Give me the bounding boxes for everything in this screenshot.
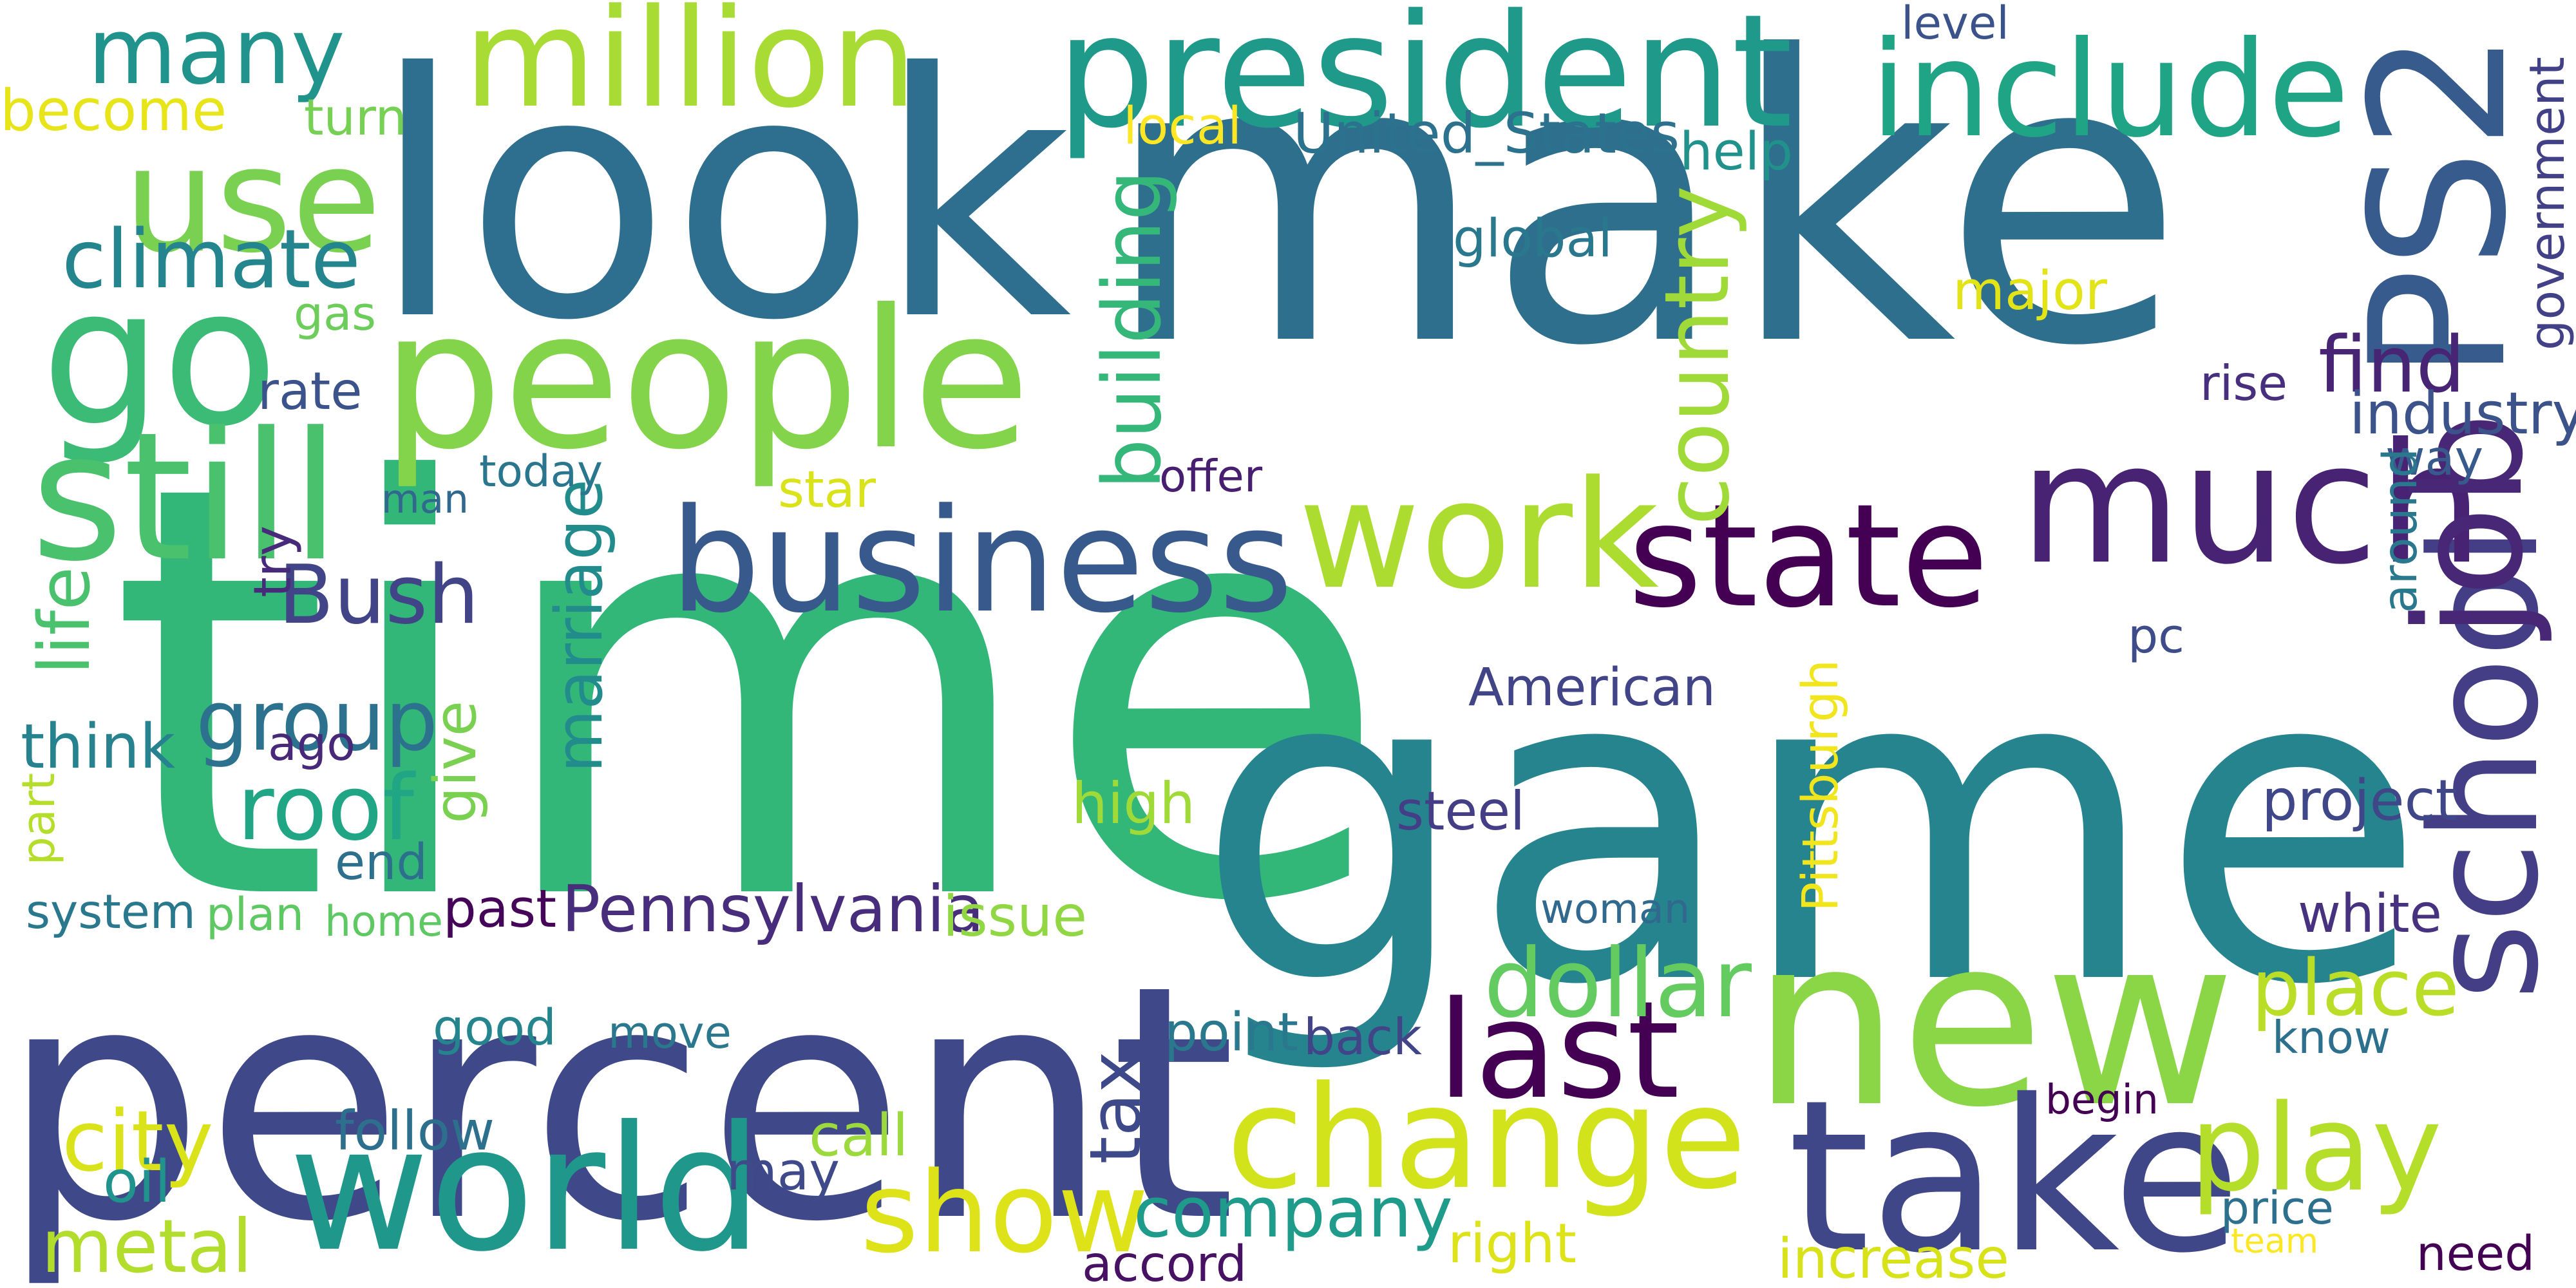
word-make: make [1103,0,2185,433]
word-system: system [26,884,196,940]
word-use: use [124,116,382,285]
word-may: may [726,1141,840,1202]
word-move: move [608,1007,732,1059]
word-pennsylvania: Pennsylvania [562,871,985,947]
word-marriage: marriage [541,479,617,773]
word-begin: begin [2045,1075,2159,1123]
word-people: people [381,269,1031,493]
word-need: need [2416,1227,2535,1282]
word-look: look [371,2,1072,394]
word-world: world [289,1090,762,1288]
word-global: global [1453,209,1613,270]
word-percent: percent [0,917,1237,1288]
word-pc: pc [2128,607,2185,664]
word-past: past [443,878,557,940]
word-help: help [1680,121,1793,183]
word-level: level [1901,0,2009,50]
word-good: good [433,999,556,1057]
word-price: price [2221,1180,2334,1235]
word-high: high [1072,770,1196,837]
word-try: try [243,526,303,598]
word-major: major [1953,260,2107,323]
word-accord: accord [1082,1235,1247,1288]
word-american: American [1468,657,1716,718]
word-company: company [1133,1173,1453,1254]
word-bush: Bush [278,547,480,642]
word-rate: rate [258,361,363,421]
word-home: home [325,897,443,946]
word-new: new [1752,886,2236,1159]
word-right: right [1448,1212,1577,1276]
word-ago: ago [268,717,355,772]
word-star: star [778,459,876,519]
word-oil: oil [103,1148,171,1216]
word-man: man [381,477,469,523]
word-play: play [2190,1079,2443,1218]
word-state: state [1628,473,1989,639]
word-steel: steel [1396,780,1525,842]
word-go: go [41,247,278,469]
word-become: become [0,77,227,144]
word-woman: woman [1540,885,1690,933]
word-take: take [1788,1055,2242,1288]
word-around: around [2372,448,2428,613]
word-roof: roof [237,756,415,861]
word-last: last [1437,972,1680,1129]
word-include: include [1870,13,2350,167]
word-find: find [2318,321,2465,410]
word-plan: plan [206,887,304,941]
word-project: project [2262,768,2458,834]
word-life: life [23,567,106,675]
word-dollar: dollar [1484,928,1752,1039]
word-group: group [196,672,439,770]
word-game: game [1195,574,2427,1079]
word-local: local [1123,96,1242,156]
word-still: still [31,393,340,600]
word-know: know [2272,1012,2391,1065]
word-tax: tax [1074,1051,1157,1164]
word-rise: rise [2200,355,2287,412]
word-think: think [21,711,176,783]
word-change: change [1226,1056,1747,1221]
word-city: city [62,1092,214,1190]
word-show: show [860,1148,1149,1278]
word-many: many [88,0,345,105]
word-much: much [2020,408,2483,601]
word-issue: issue [943,884,1087,950]
word-turn: turn [304,89,407,147]
word-industry: industry [2349,381,2576,448]
word-follow: follow [335,1099,495,1162]
word-end: end [335,833,428,891]
word-president: president [1056,0,1793,163]
word-call: call [809,1102,909,1170]
word-point: point [1164,1002,1299,1064]
word-place: place [2251,944,2459,1034]
word-increase: increase [1777,1227,2009,1288]
word-building: building [1086,170,1180,489]
word-country: country [1645,185,1749,526]
word-business: business [670,478,1293,645]
word-back: back [1303,1009,1422,1067]
word-today: today [479,446,603,497]
word-way: way [2385,430,2484,487]
word-government: government [2519,57,2575,350]
word-work: work [1298,448,1659,623]
word-part: part [12,773,65,866]
word-white: white [2298,884,2442,945]
word-united-states: United_States [1293,101,1680,166]
word-give: give [422,701,489,824]
word-team: team [2231,1221,2318,1261]
word-offer: offer [1159,450,1263,502]
word-million: million [464,0,917,138]
word-metal: metal [41,1203,252,1288]
word-pittsburgh: Pittsburgh [1792,659,1850,912]
word-time: time [108,365,1392,1026]
word-climate: climate [62,213,361,307]
word-gas: gas [294,287,377,341]
